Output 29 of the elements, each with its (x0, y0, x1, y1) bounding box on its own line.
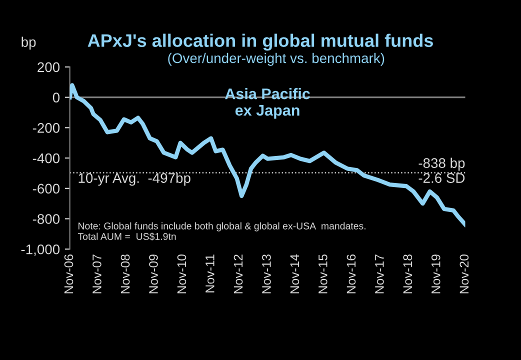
y-tick-label: 200 (38, 62, 60, 72)
ref-line-label: 10-yr Avg. -497bp (78, 172, 190, 186)
x-tick-label: Nov-06 (64, 254, 74, 294)
x-tick-label: Nov-09 (149, 254, 158, 294)
x-tick-label: Nov-19 (431, 254, 440, 294)
x-tick-label: Nov-14 (290, 254, 300, 294)
y-tick-label: -200 (32, 123, 60, 133)
chart-title: APxJ's allocation in global mutual funds (88, 34, 433, 51)
annotation: -838 bp -2.6 SD (418, 158, 465, 183)
series-label: Asia Pacific ex Japan (225, 88, 310, 119)
y-tick-label: -600 (32, 184, 60, 194)
y-tick-label: -400 (32, 153, 60, 164)
x-tick-label: Nov-13 (262, 254, 271, 294)
x-tick-label: Nov-17 (375, 254, 384, 294)
x-tick-label: Nov-18 (403, 254, 412, 294)
y-tick-label: -1,000 (21, 244, 60, 256)
chart-subtitle: (Over/under-weight vs. benchmark) (168, 52, 384, 66)
y-tick-label: 0 (52, 92, 60, 102)
x-tick-label: Nov-20 (460, 254, 469, 294)
annotation: Note: Global funds include both global & global ex-USA mandates. Total AUM = US$1.9tn (78, 222, 366, 240)
x-tick-label: Nov-10 (177, 254, 186, 294)
x-tick-label: Nov-15 (318, 254, 328, 294)
y-tick-label: -800 (32, 214, 60, 224)
x-tick-label: Nov-11 (206, 254, 214, 292)
x-tick-label: Nov-12 (234, 254, 243, 294)
y-axis-title: bp (22, 36, 36, 50)
x-tick-label: Nov-07 (92, 254, 102, 294)
x-tick-label: Nov-08 (120, 254, 130, 294)
x-tick-label: Nov-16 (346, 254, 356, 294)
